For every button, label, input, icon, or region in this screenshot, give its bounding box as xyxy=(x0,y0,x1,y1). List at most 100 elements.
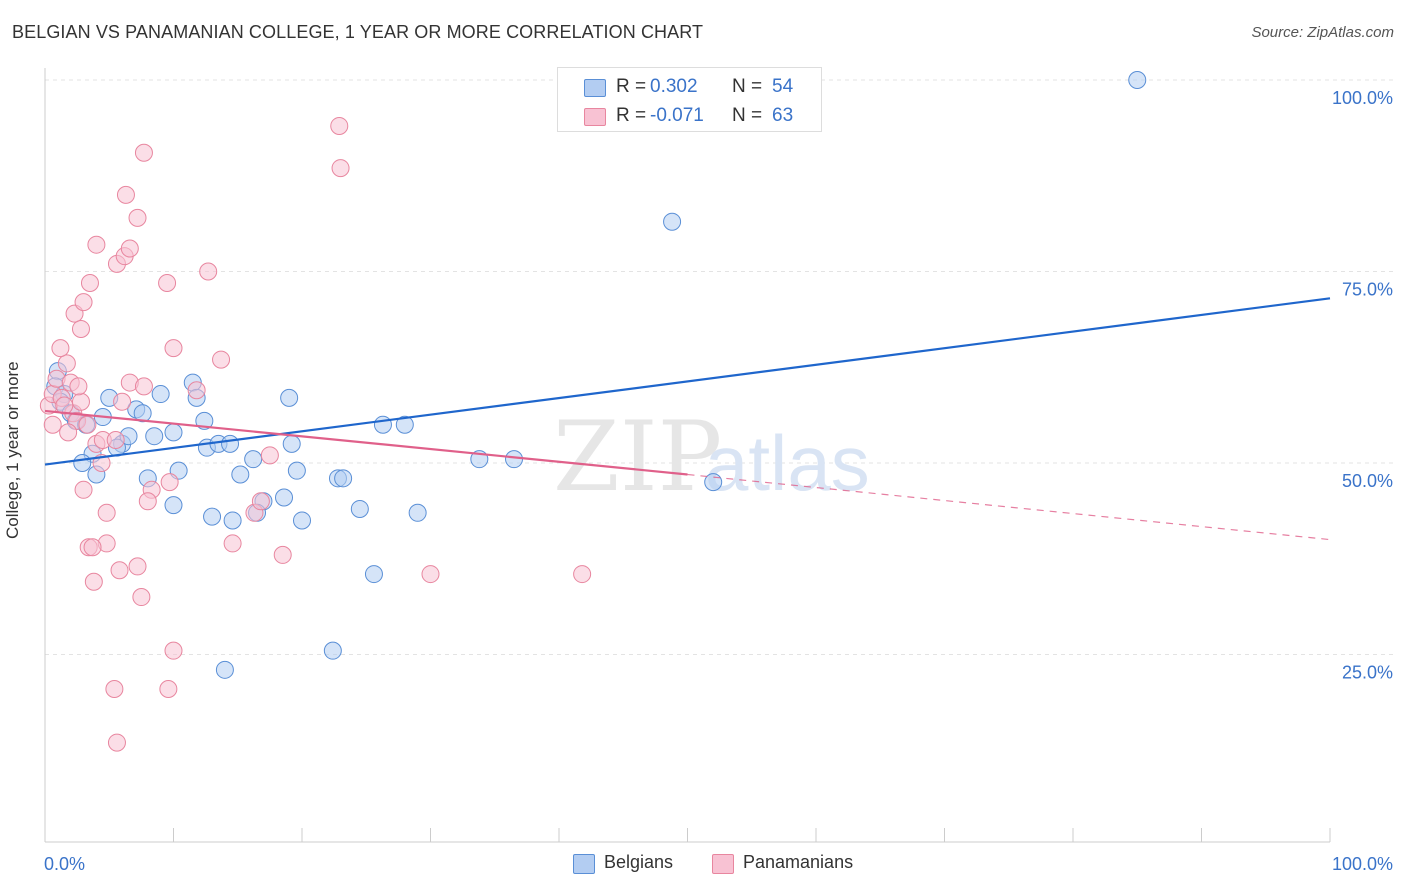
belgians-point xyxy=(373,415,392,434)
belgians-point xyxy=(323,641,342,660)
chart-title: BELGIAN VS PANAMANIAN COLLEGE, 1 YEAR OR… xyxy=(12,22,704,42)
panamanians-point xyxy=(330,116,349,135)
legend-row-panamanians: R = -0.071 N = 63 xyxy=(558,100,821,130)
y-tick-label: 50.0% xyxy=(1342,471,1393,491)
panamanians-point xyxy=(106,431,125,450)
tick-labels: 25.0% 50.0% 75.0% 100.0% 0.0% 100.0% xyxy=(44,88,1393,874)
panamanians-point xyxy=(113,392,132,411)
panamanians-point xyxy=(97,503,116,522)
belgians-point xyxy=(334,469,353,488)
correlation-legend: R = 0.302 N = 54 R = -0.071 N = 63 xyxy=(557,67,822,132)
belgians-point xyxy=(231,465,250,484)
belgians-point xyxy=(133,404,152,423)
belgians-legend-label: Belgians xyxy=(604,852,674,872)
axes xyxy=(44,68,1331,843)
panamanians-point xyxy=(132,588,151,607)
belgians-point xyxy=(287,461,306,480)
watermark-zip: ZIP xyxy=(553,401,722,513)
panamanians-point xyxy=(251,492,270,511)
panamanians-point xyxy=(43,415,62,434)
panamanians-point xyxy=(128,557,147,576)
n-label: N = xyxy=(732,105,763,126)
y-tick-label: 100.0% xyxy=(1332,88,1393,108)
belgians-swatch xyxy=(584,79,606,97)
panamanians-point xyxy=(84,572,103,591)
belgians-trend-line xyxy=(44,297,1331,466)
panamanians-point xyxy=(80,273,99,292)
panamanians-point xyxy=(331,159,350,178)
panamanians-point xyxy=(74,480,93,499)
belgians-point xyxy=(215,660,234,679)
panamanians-point xyxy=(78,415,97,434)
y-tick-label: 75.0% xyxy=(1342,280,1393,300)
panamanians-point xyxy=(160,473,179,492)
belgians-point xyxy=(364,565,383,584)
data-points xyxy=(39,71,1147,752)
belgians-point xyxy=(408,503,427,522)
panamanians-point xyxy=(421,565,440,584)
panamanians-point xyxy=(87,235,106,254)
r-label: R = xyxy=(616,105,647,126)
r-label: R = xyxy=(616,76,647,97)
panamanians-point xyxy=(57,354,76,373)
panamanians-point xyxy=(83,538,102,557)
n-label: N = xyxy=(732,76,763,97)
panamanians-point xyxy=(212,350,231,369)
panamanians-point xyxy=(105,679,124,698)
watermark-atlas: atlas xyxy=(705,419,870,507)
panamanians-legend-label: Panamanians xyxy=(743,852,854,872)
trend-lines xyxy=(44,297,1331,541)
y-axis-label: College, 1 year or more xyxy=(3,361,22,539)
panamanians-point xyxy=(69,377,88,396)
r-value: -0.071 xyxy=(650,105,704,126)
panamanians-point xyxy=(120,239,139,258)
panamanians-point xyxy=(71,392,90,411)
belgians-point xyxy=(73,454,92,472)
y-axis-label-wrap: College, 1 year or more xyxy=(3,347,25,567)
panamanians-point xyxy=(260,446,279,465)
belgians-point xyxy=(223,511,242,530)
y-tick-label: 25.0% xyxy=(1342,663,1393,683)
series-legend: Belgians Panamanians xyxy=(0,852,1406,878)
belgians-legend-swatch xyxy=(573,854,595,874)
legend-row-belgians: R = 0.302 N = 54 xyxy=(558,71,821,101)
panamanians-point xyxy=(51,339,70,358)
gridlines xyxy=(45,79,1395,655)
belgians-point xyxy=(293,511,311,530)
belgians-point xyxy=(151,385,170,404)
panamanians-point xyxy=(116,185,135,204)
belgians-point xyxy=(280,388,299,407)
belgians-point xyxy=(164,496,183,515)
panamanians-point xyxy=(273,545,292,564)
panamanians-point xyxy=(55,396,74,415)
source-label: Source: ZipAtlas.com xyxy=(1251,24,1394,41)
belgians-point xyxy=(505,450,524,469)
r-value: 0.302 xyxy=(650,76,698,97)
panamanians-point xyxy=(223,534,242,553)
panamanians-point xyxy=(128,208,147,227)
panamanians-point xyxy=(164,641,183,660)
panamanians-point xyxy=(138,492,157,511)
belgians-point xyxy=(164,423,183,442)
panamanians-point xyxy=(134,143,153,162)
panamanians-swatch xyxy=(584,108,606,126)
belgians-point xyxy=(244,450,263,469)
panamanians-point xyxy=(71,319,90,338)
panamanians-point xyxy=(134,377,153,396)
panamanians-point xyxy=(187,381,206,400)
panamanians-point xyxy=(573,565,592,584)
belgians-point xyxy=(221,434,240,453)
panamanians-point xyxy=(199,262,218,281)
panamanians-point xyxy=(158,273,177,292)
belgians-point xyxy=(1128,71,1147,89)
x-tick-label: 100.0% xyxy=(1332,854,1393,874)
panamanians-point xyxy=(110,561,129,580)
belgians-point xyxy=(395,415,414,434)
panamanians-trend-extension xyxy=(687,473,1331,541)
panamanians-point xyxy=(74,293,93,312)
belgians-point xyxy=(145,427,164,446)
belgians-point xyxy=(275,488,294,507)
n-value: 54 xyxy=(772,76,794,97)
belgians-point xyxy=(350,499,369,518)
